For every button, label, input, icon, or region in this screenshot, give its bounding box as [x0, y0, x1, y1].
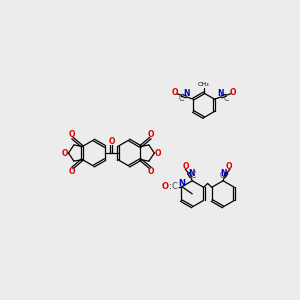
Text: C: C [190, 171, 196, 180]
Text: N: N [184, 89, 190, 98]
Text: O: O [108, 137, 115, 146]
Text: N: N [218, 89, 224, 98]
Text: O: O [69, 167, 76, 176]
Text: C: C [179, 94, 184, 103]
Text: C: C [224, 94, 229, 103]
Text: O: O [147, 167, 154, 176]
Text: O: O [162, 182, 169, 191]
Text: O: O [69, 130, 76, 140]
Text: N: N [188, 169, 195, 178]
Text: O: O [226, 162, 232, 171]
Text: C: C [220, 171, 225, 180]
Text: O: O [147, 130, 154, 140]
Text: CH₃: CH₃ [198, 82, 210, 87]
Text: O: O [171, 88, 178, 98]
Text: O: O [230, 88, 236, 98]
Text: O: O [183, 162, 189, 171]
Text: O: O [61, 148, 68, 158]
Text: O: O [155, 148, 161, 158]
Text: N: N [179, 179, 186, 188]
Text: :: : [169, 182, 172, 191]
Text: N: N [220, 169, 227, 178]
Text: C: C [172, 182, 178, 191]
